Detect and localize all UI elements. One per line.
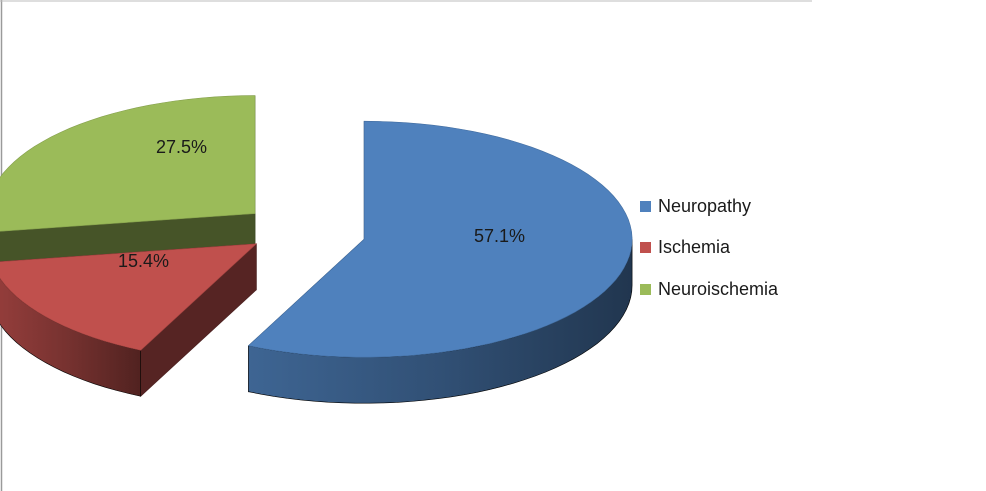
legend-label-neuropathy: Neuropathy — [658, 196, 751, 216]
slice-top-neuroischemia — [0, 95, 256, 232]
legend-item-neuroischemia: Neuroischemia — [640, 279, 779, 299]
data-label-neuroischemia: 27.5% — [156, 137, 207, 157]
slice-top-ischemia — [0, 243, 258, 351]
legend-swatch-neuroischemia — [640, 284, 651, 295]
legend-item-neuropathy: Neuropathy — [640, 196, 751, 216]
data-label-ischemia: 15.4% — [118, 251, 169, 271]
slice-top-neuropathy — [247, 120, 633, 358]
legend-label-neuroischemia: Neuroischemia — [658, 279, 779, 299]
legend-swatch-neuropathy — [640, 201, 651, 212]
legend-swatch-ischemia — [640, 242, 651, 253]
data-label-neuropathy: 57.1% — [474, 226, 525, 246]
legend-item-ischemia: Ischemia — [640, 237, 731, 257]
legend-label-ischemia: Ischemia — [658, 237, 731, 257]
slices-layer — [0, 95, 633, 404]
legend: Neuropathy Ischemia Neuroischemia — [640, 196, 779, 299]
